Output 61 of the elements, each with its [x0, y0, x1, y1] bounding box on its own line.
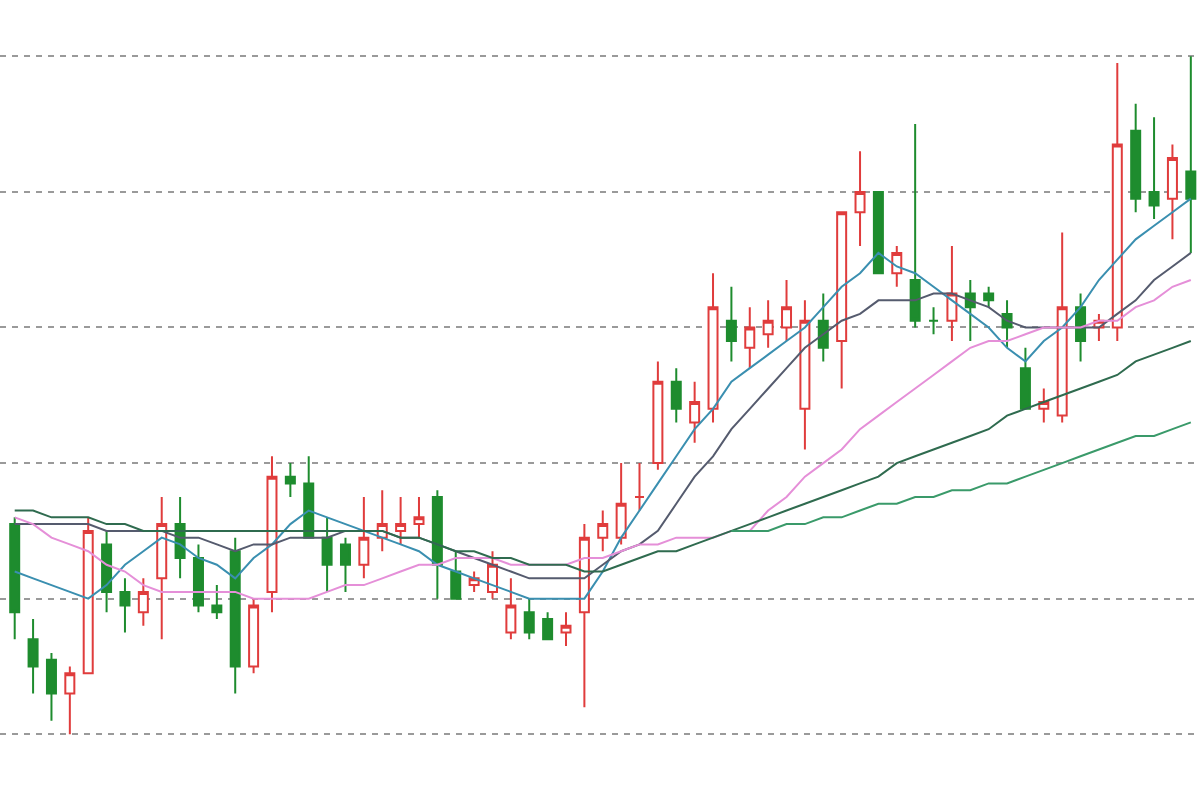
candlestick: [431, 489, 443, 600]
candlestick: [395, 495, 407, 546]
candlestick: [909, 123, 921, 329]
candlestick: [487, 550, 498, 600]
candlestick: [634, 462, 646, 512]
candlestick: [82, 516, 94, 675]
candlestick: [1130, 102, 1142, 214]
candlestick: [542, 611, 554, 641]
candlestick: [891, 245, 903, 288]
candlestick: [928, 306, 940, 336]
candlestick: [744, 306, 756, 370]
candlestick: [597, 509, 609, 553]
candlestick: [817, 292, 829, 363]
candlestick: [560, 611, 572, 648]
candlestick: [725, 285, 737, 363]
candlestick: [854, 150, 866, 248]
candlestick: [358, 495, 370, 580]
candlestick: [689, 380, 701, 444]
candlestick: [615, 462, 627, 546]
candlestick: [1075, 292, 1087, 363]
candlestick: [707, 272, 719, 424]
candlestick: [1056, 231, 1068, 424]
candlestick: [413, 495, 425, 539]
candlestick: [192, 543, 204, 614]
candlestick: [836, 211, 848, 390]
candlestick: [1166, 143, 1178, 241]
candlestick: [1111, 62, 1123, 343]
candlestick: [450, 550, 462, 600]
candlestick: [303, 455, 315, 539]
candlestick: [523, 597, 535, 641]
candlestick: [670, 367, 682, 424]
candlestick: [872, 190, 884, 275]
candlestick: [983, 285, 995, 309]
candlestick: [284, 462, 296, 498]
candlestick: [101, 529, 113, 614]
candlestick: [27, 618, 39, 695]
candlestick: [578, 523, 590, 709]
candlestick: [505, 577, 517, 641]
candlestick: [781, 279, 793, 343]
candlestick: [248, 597, 260, 675]
candlestick: [1185, 55, 1197, 254]
candlestick: [762, 299, 774, 349]
candlestick: [321, 516, 333, 593]
candlestick: [45, 651, 57, 722]
candlestick: [1148, 116, 1160, 220]
candlestick: [9, 516, 21, 641]
candlestick: [229, 536, 241, 695]
candlestick: [211, 584, 223, 620]
candlestick: [652, 360, 664, 471]
candlestick: [964, 279, 976, 343]
candlestick: [64, 665, 76, 736]
candlestick: [1038, 387, 1050, 424]
candlestick: [137, 577, 149, 627]
candlestick: [156, 495, 168, 641]
candlestick: [1019, 346, 1031, 410]
candlestick: [1001, 299, 1013, 349]
candlestick: [799, 299, 811, 451]
candlestick: [339, 536, 351, 593]
candlestick: [946, 245, 958, 343]
candlestick: [119, 577, 131, 634]
candlestick: [266, 455, 278, 614]
